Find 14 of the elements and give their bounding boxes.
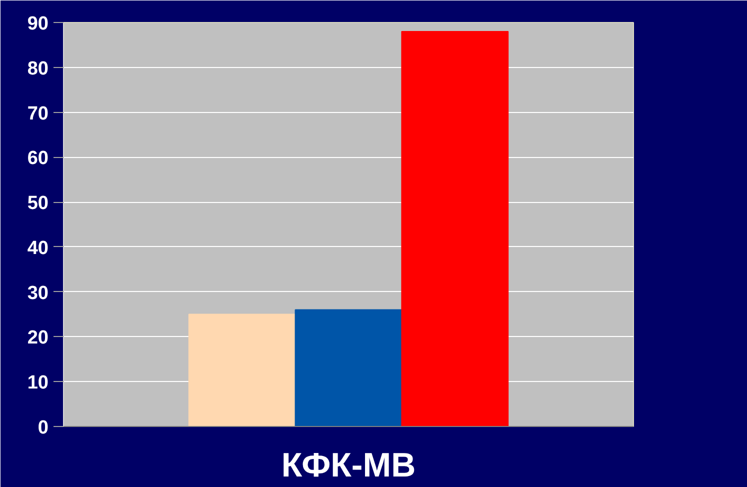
- y-tick-label: 10: [27, 372, 49, 394]
- bar: [188, 314, 296, 426]
- y-tick-label: 90: [27, 14, 49, 34]
- bar: [401, 30, 509, 426]
- y-tick-label: 0: [38, 418, 49, 438]
- y-tick-label: 40: [27, 238, 49, 259]
- y-tick-label: 20: [27, 328, 49, 349]
- bar: [294, 309, 402, 426]
- y-tick-label: 80: [27, 58, 49, 80]
- y-tick-label: 50: [27, 193, 49, 214]
- y-tick-label: 30: [27, 282, 49, 304]
- x-tick-label: КФК-МВ: [281, 446, 416, 484]
- y-tick-label: 70: [27, 103, 49, 124]
- y-tick-label: 60: [27, 148, 49, 170]
